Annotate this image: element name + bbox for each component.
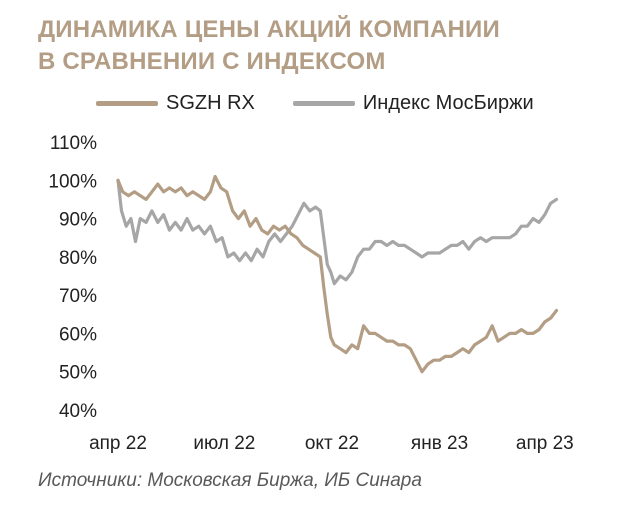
series-line-index xyxy=(116,178,559,286)
legend-swatch-sgzh xyxy=(96,100,158,106)
x-tick-label: июл 22 xyxy=(193,433,255,454)
legend-label-sgzh: SGZH RX xyxy=(166,91,255,114)
y-tick-label: 70% xyxy=(59,286,97,307)
y-tick-label: 110% xyxy=(50,133,97,154)
x-tick-label: апр 22 xyxy=(89,433,147,454)
x-tick-label: окт 22 xyxy=(305,433,359,454)
legend-swatch-index xyxy=(292,100,355,106)
chart-title-line-2: В СРАВНЕНИИ С ИНДЕКСОМ xyxy=(38,48,386,75)
series-line-sgzh xyxy=(116,174,559,374)
chart-legend: SGZH RX Индекс МосБиржи xyxy=(96,90,572,116)
y-tick-label: 40% xyxy=(59,401,97,422)
chart-title: ДИНАМИКА ЦЕНЫ АКЦИЙ КОМПАНИИ В СРАВНЕНИИ… xyxy=(38,14,618,78)
line-chart: 40% 50% 60% 70% 80% 90% 100% 110% апр 22 июл 22 ок… xyxy=(48,133,574,454)
x-tick-label: апр 23 xyxy=(516,433,574,454)
legend-item-sgzh: SGZH RX xyxy=(96,92,255,115)
legend-label-index: Индекс МосБиржи xyxy=(362,91,534,114)
y-tick-label: 50% xyxy=(59,363,97,384)
y-tick-label: 60% xyxy=(59,324,97,345)
y-tick-label: 90% xyxy=(59,210,97,231)
chart-title-line-1: ДИНАМИКА ЦЕНЫ АКЦИЙ КОМПАНИИ xyxy=(38,16,500,43)
source-note: Источники: Московская Биржа, ИБ Синара xyxy=(38,470,422,491)
y-tick-label: 80% xyxy=(59,248,97,269)
x-tick-label: янв 23 xyxy=(411,433,468,454)
legend-item-index: Индекс МосБиржи xyxy=(292,91,534,115)
y-tick-label: 100% xyxy=(48,171,97,192)
